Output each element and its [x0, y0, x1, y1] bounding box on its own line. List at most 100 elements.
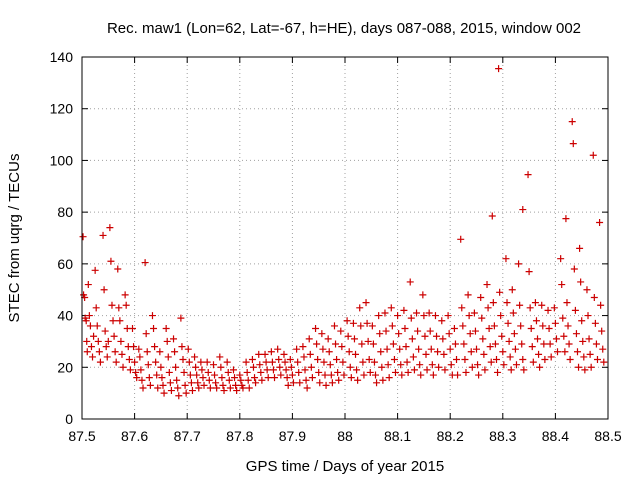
- data-points: [79, 65, 608, 400]
- data-point: [233, 387, 241, 395]
- data-point: [496, 288, 504, 296]
- data-point: [434, 348, 442, 356]
- data-point: [572, 330, 580, 338]
- y-tick-label: 100: [50, 152, 74, 168]
- data-point: [557, 255, 565, 263]
- data-point: [446, 345, 454, 353]
- data-point: [569, 140, 577, 148]
- data-point: [143, 348, 151, 356]
- data-point: [166, 379, 174, 387]
- data-point: [286, 356, 294, 364]
- plot-frame: [81, 56, 609, 420]
- data-point: [465, 312, 473, 320]
- data-point: [484, 304, 492, 312]
- data-point: [551, 319, 559, 327]
- data-point: [505, 337, 513, 345]
- data-point: [398, 371, 406, 379]
- data-point: [400, 306, 408, 314]
- data-point: [195, 384, 203, 392]
- data-point: [429, 371, 437, 379]
- data-point: [159, 381, 167, 389]
- data-point: [524, 171, 532, 179]
- data-point: [206, 384, 214, 392]
- data-point: [517, 322, 525, 330]
- data-point: [426, 327, 434, 335]
- data-point: [287, 363, 295, 371]
- data-point: [102, 343, 110, 351]
- data-point: [185, 358, 193, 366]
- data-point: [379, 376, 387, 384]
- data-point: [237, 376, 245, 384]
- data-point: [586, 350, 594, 358]
- data-point: [489, 299, 497, 307]
- data-point: [354, 376, 362, 384]
- data-point: [470, 309, 478, 317]
- chart-title: Rec. maw1 (Lon=62, Lat=-67, h=HE), days …: [107, 20, 581, 37]
- data-point: [369, 340, 377, 348]
- data-point: [330, 322, 338, 330]
- data-point: [300, 353, 308, 361]
- data-point: [589, 151, 597, 159]
- data-point: [566, 356, 574, 364]
- data-point: [473, 345, 480, 353]
- data-point: [350, 335, 358, 343]
- data-point: [111, 348, 119, 356]
- data-point: [447, 361, 455, 369]
- data-point: [210, 361, 217, 369]
- data-point: [541, 356, 549, 364]
- data-point: [495, 65, 503, 73]
- data-point: [289, 379, 297, 387]
- data-point: [487, 358, 495, 366]
- data-point: [547, 353, 555, 361]
- data-point: [451, 340, 459, 348]
- data-point: [423, 366, 431, 374]
- data-point: [187, 379, 195, 387]
- data-point: [581, 366, 589, 374]
- data-point: [258, 376, 266, 384]
- data-point: [313, 340, 321, 348]
- data-point: [104, 337, 112, 345]
- data-point: [115, 304, 123, 312]
- data-point: [538, 301, 546, 309]
- data-point: [162, 325, 170, 332]
- y-tick-label: 20: [57, 359, 73, 375]
- data-point: [204, 368, 212, 376]
- data-point: [306, 350, 314, 358]
- data-point: [575, 363, 583, 371]
- data-point: [408, 335, 416, 343]
- data-point: [249, 363, 257, 371]
- data-point: [467, 348, 475, 356]
- data-point: [519, 356, 527, 364]
- data-point: [173, 376, 181, 384]
- data-point: [275, 356, 283, 364]
- data-point: [552, 335, 560, 343]
- data-point: [515, 260, 523, 268]
- data-point: [223, 358, 231, 366]
- data-point: [490, 322, 498, 330]
- data-point: [193, 371, 201, 379]
- data-point: [236, 371, 244, 379]
- data-point: [531, 299, 539, 307]
- data-point: [498, 332, 506, 340]
- data-point: [347, 374, 355, 382]
- data-point: [506, 353, 514, 361]
- data-point: [318, 330, 326, 338]
- data-point: [578, 317, 586, 325]
- data-point: [396, 345, 404, 353]
- data-point: [384, 361, 392, 369]
- data-point: [171, 348, 179, 356]
- data-point: [262, 358, 270, 366]
- data-point: [121, 291, 129, 299]
- x-tick-label: 88.1: [384, 428, 411, 444]
- data-point: [132, 368, 140, 376]
- data-point: [587, 363, 595, 371]
- data-point: [403, 358, 411, 366]
- data-point: [420, 312, 428, 320]
- data-point: [372, 371, 380, 379]
- data-point: [164, 353, 172, 361]
- data-point: [509, 309, 517, 317]
- data-point: [561, 348, 569, 356]
- data-point: [564, 322, 572, 330]
- data-point: [364, 337, 372, 345]
